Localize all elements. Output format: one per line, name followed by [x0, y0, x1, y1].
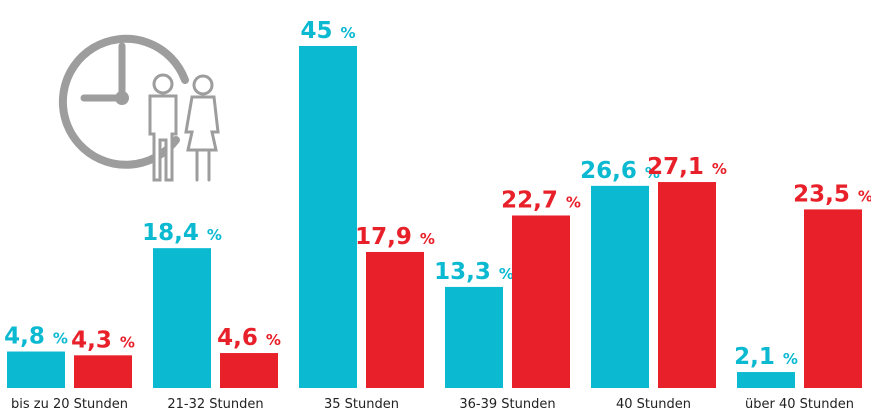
value-label: 2,1 %: [734, 344, 798, 370]
bar: [445, 286, 503, 388]
value-label: 13,3 %: [434, 259, 514, 285]
x-tick-label: bis zu 20 Stunden: [11, 397, 128, 412]
bar: [74, 355, 132, 388]
bar: [299, 46, 357, 388]
bar: [737, 372, 795, 388]
bar: [591, 185, 649, 388]
value-label: 4,8 %: [4, 324, 68, 350]
bar: [7, 351, 65, 388]
value-label: 27,1 %: [647, 154, 727, 180]
bar: [804, 209, 862, 388]
value-label: 4,3 %: [71, 327, 135, 353]
value-label: 45 %: [300, 18, 355, 44]
value-label: 22,7 %: [501, 187, 581, 213]
bar: [512, 215, 570, 388]
x-tick-label: über 40 Stunden: [745, 397, 854, 412]
value-label: 17,9 %: [355, 224, 435, 250]
x-tick-label: 35 Stunden: [324, 397, 399, 412]
x-tick-label: 40 Stunden: [616, 397, 691, 412]
value-label: 4,6 %: [217, 325, 281, 351]
icon: [58, 34, 220, 182]
bar: [220, 353, 278, 388]
bar: [153, 248, 211, 388]
bar: [658, 182, 716, 388]
bar: [366, 251, 424, 388]
value-label: 26,6 %: [580, 158, 660, 184]
x-tick-label: 36-39 Stunden: [459, 397, 555, 412]
value-label: 18,4 %: [142, 220, 222, 246]
value-label: 23,5 %: [793, 181, 871, 207]
x-tick-label: 21-32 Stunden: [167, 397, 263, 412]
